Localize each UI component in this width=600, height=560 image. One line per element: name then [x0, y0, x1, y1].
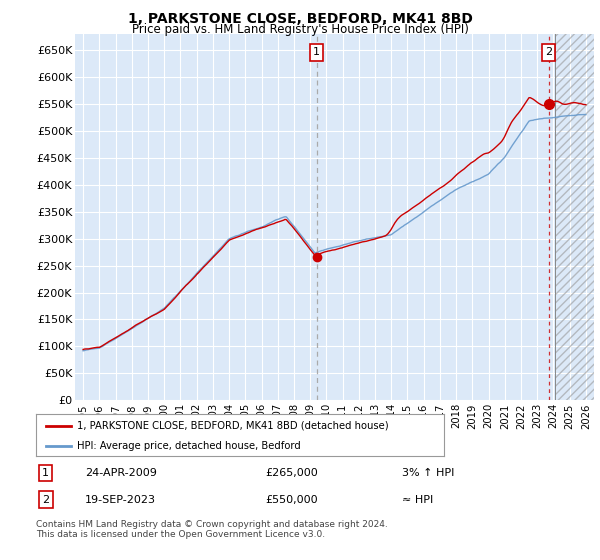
Text: 19-SEP-2023: 19-SEP-2023 [85, 494, 156, 505]
Text: 24-APR-2009: 24-APR-2009 [85, 468, 157, 478]
Text: £265,000: £265,000 [265, 468, 318, 478]
Text: 1, PARKSTONE CLOSE, BEDFORD, MK41 8BD: 1, PARKSTONE CLOSE, BEDFORD, MK41 8BD [128, 12, 472, 26]
Text: Price paid vs. HM Land Registry's House Price Index (HPI): Price paid vs. HM Land Registry's House … [131, 22, 469, 36]
Text: 3% ↑ HPI: 3% ↑ HPI [402, 468, 454, 478]
Text: Contains HM Land Registry data © Crown copyright and database right 2024.
This d: Contains HM Land Registry data © Crown c… [36, 520, 388, 539]
Text: 1: 1 [313, 48, 320, 58]
Text: 2: 2 [545, 48, 553, 58]
Text: £550,000: £550,000 [265, 494, 318, 505]
Text: 1: 1 [43, 468, 49, 478]
Text: HPI: Average price, detached house, Bedford: HPI: Average price, detached house, Bedf… [77, 441, 301, 451]
Text: 2: 2 [42, 494, 49, 505]
Text: ≈ HPI: ≈ HPI [402, 494, 433, 505]
Text: 1, PARKSTONE CLOSE, BEDFORD, MK41 8BD (detached house): 1, PARKSTONE CLOSE, BEDFORD, MK41 8BD (d… [77, 421, 388, 431]
Bar [555, 23, 594, 400]
